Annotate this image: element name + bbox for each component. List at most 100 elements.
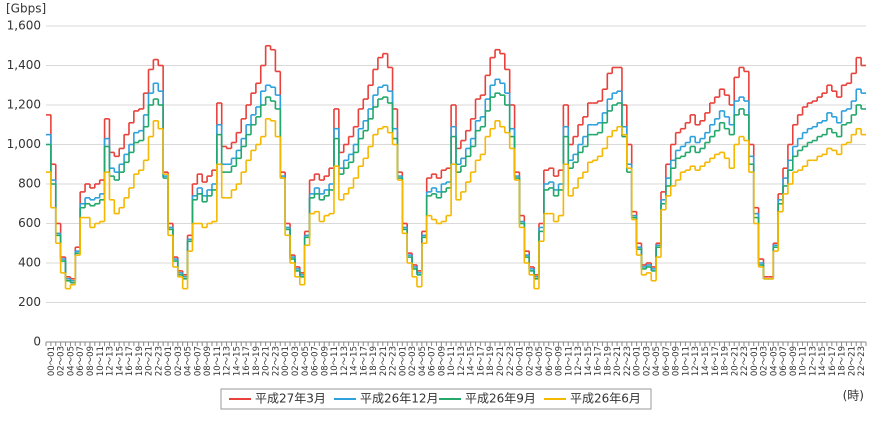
- x-tick-label: 08～09: [320, 346, 330, 376]
- x-tick-label: 06～07: [428, 346, 438, 376]
- step-riser: [50, 118, 862, 289]
- legend-label: 平成27年3月: [255, 392, 326, 406]
- x-tick-label: 08～09: [203, 346, 213, 376]
- y-tick-label: 1,600: [7, 19, 41, 33]
- x-tick-label: 20～21: [262, 346, 272, 376]
- x-tick-label: 16～17: [359, 346, 369, 376]
- x-tick-label: 12～13: [223, 346, 233, 376]
- x-tick-label: 20～21: [496, 346, 506, 376]
- series-line: [46, 118, 866, 290]
- x-tick-label: 02～03: [525, 346, 535, 376]
- x-tick-label: 18～19: [486, 346, 496, 376]
- x-tick-label: 20～21: [379, 346, 389, 376]
- x-tick-label: 06～07: [545, 346, 555, 376]
- x-tick-label: 00～01: [281, 346, 291, 376]
- x-tick-label: 18～19: [838, 346, 848, 376]
- x-tick-label: 12～13: [691, 346, 701, 376]
- x-tick-label: 12～13: [340, 346, 350, 376]
- x-tick-label: 04～05: [66, 346, 76, 376]
- legend-label: 平成26年12月: [360, 392, 439, 406]
- y-tick-label: 1,000: [7, 137, 41, 151]
- x-tick-label: 08～09: [672, 346, 682, 376]
- x-tick-label: 00～01: [47, 346, 57, 376]
- x-tick-label: 02～03: [408, 346, 418, 376]
- x-tick-label: 20～21: [847, 346, 857, 376]
- y-tick-label: 1,400: [7, 58, 41, 72]
- x-tick-label: 00～01: [516, 346, 526, 376]
- y-tick-label: 600: [18, 216, 41, 230]
- x-tick-label: 22～23: [740, 346, 750, 376]
- x-tick-label: 12～13: [457, 346, 467, 376]
- x-tick-label: 04～05: [535, 346, 545, 376]
- x-tick-label: 22～23: [271, 346, 281, 376]
- x-tick-label: 06～07: [779, 346, 789, 376]
- x-tick-label: 02～03: [642, 346, 652, 376]
- x-tick-label: 00～01: [164, 346, 174, 376]
- x-tick-label: 20～21: [613, 346, 623, 376]
- x-tick-label: 02～03: [174, 346, 184, 376]
- x-tick-label: 14～15: [818, 346, 828, 376]
- x-tick-label: 02～03: [57, 346, 67, 376]
- x-tick-label: 06～07: [193, 346, 203, 376]
- x-tick-label: 22～23: [506, 346, 516, 376]
- x-tick-label: 06～07: [76, 346, 86, 376]
- x-tick-label: 14～15: [350, 346, 360, 376]
- x-tick-label: 16～17: [242, 346, 252, 376]
- x-tick-label: 12～13: [574, 346, 584, 376]
- x-tick-label: 04～05: [301, 346, 311, 376]
- x-tick-label: 04～05: [652, 346, 662, 376]
- x-tick-label: 18～19: [603, 346, 613, 376]
- y-tick-label: 800: [18, 177, 41, 191]
- x-tick-label: 02～03: [291, 346, 301, 376]
- x-tick-label: 18～19: [369, 346, 379, 376]
- x-tick-label: 06～07: [311, 346, 321, 376]
- y-tick-label: 400: [18, 256, 41, 270]
- x-axis-label: (時): [843, 389, 864, 403]
- x-tick-label: 14～15: [467, 346, 477, 376]
- x-tick-label: 16～17: [711, 346, 721, 376]
- x-tick-label: 18～19: [135, 346, 145, 376]
- x-tick-label: 22～23: [389, 346, 399, 376]
- y-tick-label: 0: [33, 335, 41, 349]
- x-tick-label: 04～05: [184, 346, 194, 376]
- x-tick-label: 04～05: [769, 346, 779, 376]
- x-tick-label: 00～01: [750, 346, 760, 376]
- x-tick-label: 14～15: [115, 346, 125, 376]
- x-tick-label: 00～01: [398, 346, 408, 376]
- x-tick-label: 10～11: [213, 346, 223, 376]
- x-tick-label: 18～19: [721, 346, 731, 376]
- x-tick-label: 22～23: [857, 346, 867, 376]
- y-axis-label: [Gbps]: [6, 2, 46, 16]
- x-tick-label: 12～13: [808, 346, 818, 376]
- x-tick-label: 16～17: [125, 346, 135, 376]
- legend-box: [220, 388, 652, 410]
- y-tick-label: 200: [18, 295, 41, 309]
- y-tick-label: 1,200: [7, 98, 41, 112]
- x-tick-label: 16～17: [828, 346, 838, 376]
- x-tick-label: 10～11: [447, 346, 457, 376]
- x-tick-label: 10～11: [799, 346, 809, 376]
- x-tick-label: 02～03: [760, 346, 770, 376]
- x-tick-label: 14～15: [701, 346, 711, 376]
- x-tick-label: 22～23: [154, 346, 164, 376]
- legend-label: 平成26年9月: [465, 392, 536, 406]
- x-tick-label: 10～11: [564, 346, 574, 376]
- x-tick-label: 08～09: [437, 346, 447, 376]
- x-tick-label: 04～05: [418, 346, 428, 376]
- x-tick-label: 08～09: [789, 346, 799, 376]
- x-tick-label: 20～21: [145, 346, 155, 376]
- x-tick-label: 10～11: [96, 346, 106, 376]
- x-tick-label: 20～21: [730, 346, 740, 376]
- x-tick-label: 14～15: [232, 346, 242, 376]
- x-tick-label: 14～15: [584, 346, 594, 376]
- x-tick-label: 08～09: [86, 346, 96, 376]
- legend-label: 平成26年6月: [570, 392, 641, 406]
- x-tick-label: 16～17: [476, 346, 486, 376]
- x-tick-label: 12～13: [106, 346, 116, 376]
- x-tick-label: 22～23: [623, 346, 633, 376]
- x-tick-label: 10～11: [330, 346, 340, 376]
- x-tick-label: 08～09: [555, 346, 565, 376]
- x-tick-label: 06～07: [662, 346, 672, 376]
- x-tick-label: 16～17: [594, 346, 604, 376]
